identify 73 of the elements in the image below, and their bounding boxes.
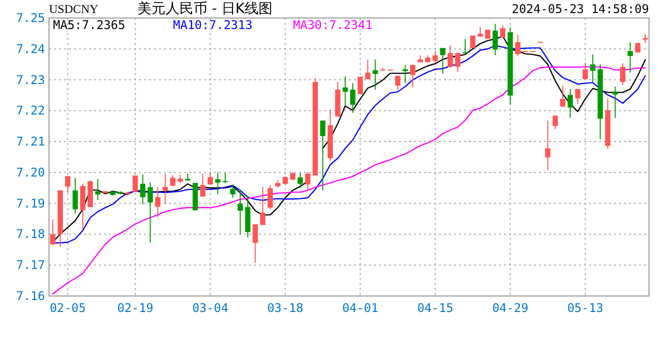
candlestick bbox=[635, 42, 640, 54]
y-tick-label: 7.23 bbox=[16, 72, 45, 87]
candlestick bbox=[455, 52, 460, 73]
x-tick-label: 05-13 bbox=[567, 301, 604, 315]
candlestick bbox=[170, 174, 176, 187]
y-tick-label: 7.17 bbox=[16, 258, 45, 272]
x-tick-label: 04-29 bbox=[492, 301, 528, 315]
candlestick bbox=[500, 24, 506, 38]
candlestick bbox=[492, 23, 498, 56]
candlestick bbox=[215, 172, 220, 195]
candlestick bbox=[478, 26, 483, 38]
candlestick bbox=[342, 76, 348, 106]
x-tick-label: 02-05 bbox=[50, 301, 86, 315]
x-tick-label: 04-01 bbox=[342, 301, 378, 315]
y-tick-label: 7.21 bbox=[16, 134, 45, 149]
candlestick bbox=[462, 38, 468, 54]
candlestick bbox=[140, 174, 146, 205]
candlestick bbox=[200, 173, 206, 198]
y-tick-label: 7.19 bbox=[16, 196, 45, 210]
candlestick bbox=[350, 82, 356, 114]
candlestick bbox=[230, 184, 236, 198]
y-tick-label: 7.24 bbox=[16, 42, 45, 56]
candlestick bbox=[410, 64, 416, 88]
candlestick bbox=[320, 120, 326, 191]
candlestick bbox=[252, 224, 258, 264]
candlestick bbox=[305, 172, 310, 191]
candlestick bbox=[642, 33, 648, 44]
candlestick bbox=[268, 184, 273, 210]
candlestick bbox=[620, 62, 626, 86]
y-tick-label: 7.20 bbox=[16, 165, 45, 180]
candlestick bbox=[560, 85, 566, 108]
candlestick bbox=[372, 58, 378, 90]
candlestick bbox=[575, 88, 580, 104]
y-tick-label: 7.22 bbox=[16, 104, 45, 118]
candlestick bbox=[552, 115, 558, 130]
candlestick bbox=[545, 120, 550, 171]
x-tick-label: 03-04 bbox=[192, 301, 228, 315]
candlestick bbox=[432, 50, 438, 64]
candlestick bbox=[260, 186, 266, 226]
candlestick bbox=[470, 35, 476, 48]
legend: MA5:7.2365 MA10:7.2313 MA30:7.2341 bbox=[53, 18, 372, 32]
candlestick bbox=[222, 172, 228, 184]
x-tick-label: 04-15 bbox=[417, 301, 454, 315]
candlestick bbox=[590, 54, 596, 82]
candlestick bbox=[72, 178, 78, 214]
candlestick bbox=[132, 175, 138, 192]
y-tick-label: 7.25 bbox=[16, 11, 45, 25]
candlestick bbox=[515, 34, 520, 56]
chart-subtitle: USDCNY bbox=[49, 2, 99, 16]
candlestick bbox=[238, 188, 243, 236]
candlestick bbox=[448, 44, 453, 68]
candlestick bbox=[358, 76, 363, 94]
candlestick bbox=[298, 172, 303, 188]
candlestick bbox=[628, 42, 633, 74]
candlestick bbox=[395, 75, 400, 90]
candlestick bbox=[95, 178, 100, 200]
y-tick-label: 7.16 bbox=[16, 289, 45, 303]
y-tick-label: 7.18 bbox=[16, 227, 45, 242]
candlestick bbox=[155, 186, 160, 218]
candlestick bbox=[50, 218, 56, 246]
candlestick bbox=[208, 172, 213, 185]
x-tick-label: 03-18 bbox=[267, 301, 304, 315]
chart-title: 美元人民币 - 日K线图 bbox=[137, 1, 273, 17]
candlestick bbox=[65, 176, 70, 194]
candlestick bbox=[440, 47, 446, 74]
candlestick bbox=[365, 58, 370, 80]
candlestick bbox=[582, 62, 588, 80]
candlestick bbox=[148, 182, 153, 244]
text: 2024-05-23 14:58:09 bbox=[512, 2, 649, 16]
candlestick bbox=[162, 173, 168, 205]
x-tick-label: 02-19 bbox=[117, 301, 154, 315]
candlestick bbox=[568, 88, 573, 118]
candlestick bbox=[612, 86, 618, 119]
